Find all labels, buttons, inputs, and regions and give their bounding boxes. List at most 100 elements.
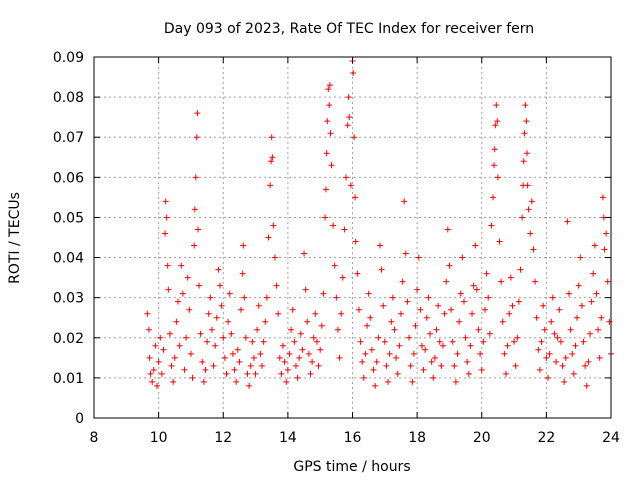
data-point <box>504 342 511 349</box>
data-point <box>397 310 404 317</box>
data-point <box>388 318 395 325</box>
data-point <box>281 358 288 365</box>
data-point <box>414 286 421 293</box>
data-point <box>480 338 487 345</box>
data-point <box>158 370 165 377</box>
data-point <box>570 370 577 377</box>
data-point <box>199 358 206 365</box>
data-point <box>467 342 474 349</box>
data-point <box>145 326 152 333</box>
data-point <box>523 150 530 157</box>
data-point <box>509 302 516 309</box>
data-point <box>226 290 233 297</box>
data-point <box>438 362 445 369</box>
data-point <box>183 334 190 341</box>
data-point <box>593 290 600 297</box>
data-point <box>472 242 479 249</box>
data-point <box>346 114 353 121</box>
data-point <box>375 334 382 341</box>
data-point <box>402 250 409 257</box>
data-point <box>572 342 579 349</box>
data-point <box>241 294 248 301</box>
data-point <box>428 358 435 365</box>
data-point <box>262 318 269 325</box>
y-axis-title: ROTI / TECUs <box>7 192 23 284</box>
data-point <box>595 326 602 333</box>
data-point <box>561 378 568 385</box>
data-layer <box>144 58 614 389</box>
data-point <box>433 326 440 333</box>
data-point <box>520 158 527 165</box>
data-point <box>481 306 488 313</box>
data-point <box>549 294 556 301</box>
data-point <box>309 358 316 365</box>
data-point <box>523 118 530 125</box>
data-point <box>352 238 359 245</box>
data-point <box>580 338 587 345</box>
data-point <box>410 350 417 357</box>
data-point <box>207 294 214 301</box>
data-point <box>254 326 261 333</box>
data-point <box>498 278 505 285</box>
data-point <box>312 310 319 317</box>
data-point <box>532 278 539 285</box>
data-point <box>431 354 438 361</box>
data-point <box>280 342 287 349</box>
data-point <box>554 334 561 341</box>
data-point <box>578 302 585 309</box>
data-point <box>252 370 259 377</box>
y-tick-label: 0.04 <box>53 251 84 267</box>
data-point <box>415 254 422 261</box>
data-point <box>521 130 528 137</box>
data-point <box>162 198 169 205</box>
data-point <box>326 102 333 109</box>
data-point <box>244 370 251 377</box>
data-point <box>154 382 161 389</box>
data-point <box>376 242 383 249</box>
data-point <box>488 222 495 229</box>
data-point <box>313 338 320 345</box>
data-point <box>591 242 598 249</box>
data-point <box>179 290 186 297</box>
data-point <box>530 246 537 253</box>
data-point <box>590 270 597 277</box>
data-point <box>491 162 498 169</box>
data-point <box>328 162 335 169</box>
data-point <box>200 378 207 385</box>
data-point <box>310 334 317 341</box>
data-point <box>598 314 605 321</box>
data-point <box>502 370 509 377</box>
data-point <box>288 326 295 333</box>
data-point <box>512 362 519 369</box>
data-point <box>546 350 553 357</box>
data-point <box>221 354 228 361</box>
data-point <box>475 326 482 333</box>
data-point <box>275 310 282 317</box>
data-point <box>355 306 362 313</box>
data-point <box>443 278 450 285</box>
data-point <box>333 294 340 301</box>
data-point <box>155 358 162 365</box>
data-point <box>588 298 595 305</box>
y-tick-label: 0.01 <box>53 371 84 387</box>
data-point <box>217 282 224 289</box>
data-point <box>195 226 202 233</box>
data-point <box>514 334 521 341</box>
data-point <box>204 338 211 345</box>
data-point <box>305 350 312 357</box>
data-point <box>596 354 603 361</box>
data-point <box>296 354 303 361</box>
data-point <box>255 302 262 309</box>
data-point <box>506 310 513 317</box>
data-point <box>239 270 246 277</box>
x-tick-label: 14 <box>279 430 297 446</box>
data-point <box>315 362 322 369</box>
data-point <box>527 230 534 237</box>
data-point <box>478 366 485 373</box>
data-point <box>330 222 337 229</box>
data-point <box>528 198 535 205</box>
data-point <box>448 306 455 313</box>
data-point <box>409 378 416 385</box>
data-point <box>460 298 467 305</box>
